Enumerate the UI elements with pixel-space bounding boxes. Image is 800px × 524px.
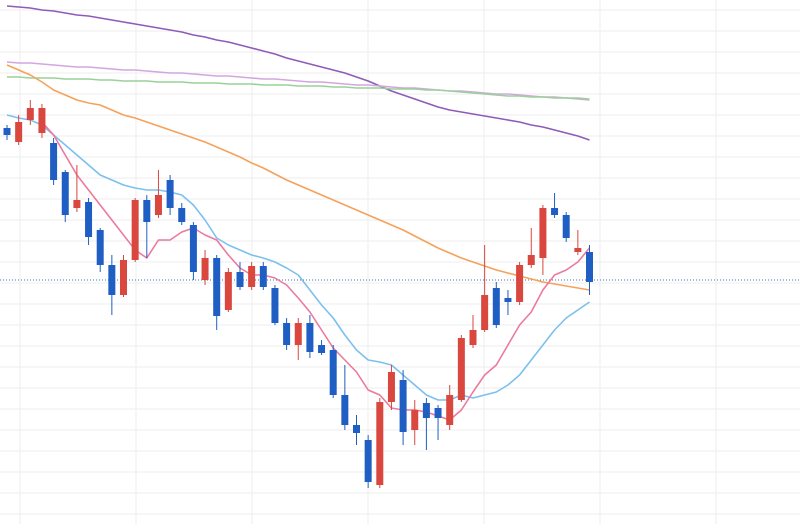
- candle-body: [562, 215, 570, 238]
- line-series: [6, 61, 590, 101]
- line-series: [6, 114, 590, 401]
- candle-body: [422, 403, 430, 418]
- candle-body: [457, 338, 465, 400]
- candle-body: [271, 288, 279, 323]
- candle-body: [120, 260, 127, 295]
- candle-body: [469, 330, 477, 345]
- candle-body: [481, 295, 489, 330]
- candle-body: [50, 143, 58, 180]
- candle-body: [399, 380, 407, 432]
- candle-body: [3, 128, 11, 135]
- candle-body: [586, 252, 593, 282]
- candle-body: [224, 272, 232, 310]
- candle-body: [551, 208, 559, 215]
- candle-body: [411, 410, 419, 430]
- candle-body: [539, 208, 547, 258]
- candle-body: [248, 266, 256, 287]
- candle-body: [294, 323, 302, 345]
- candle-body: [26, 108, 34, 120]
- candle-body: [446, 395, 454, 425]
- candle-body: [283, 323, 291, 345]
- candle-body: [504, 298, 512, 302]
- candle-body: [143, 200, 151, 222]
- candle-body: [353, 425, 360, 433]
- candle-body: [61, 172, 69, 215]
- candle-body: [108, 265, 116, 295]
- candle-body: [15, 122, 23, 142]
- candle-body: [516, 265, 524, 302]
- candle-body: [236, 272, 244, 287]
- line-series: [7, 76, 590, 100]
- candle-body: [213, 258, 221, 316]
- candle-body: [527, 255, 535, 265]
- candle-body: [85, 202, 93, 237]
- candle-body: [166, 180, 174, 208]
- candle-body: [364, 440, 372, 482]
- candle-body: [318, 345, 326, 353]
- candle-body: [259, 266, 267, 287]
- candle-body: [492, 288, 500, 325]
- candle-body: [574, 248, 582, 252]
- candle-body: [73, 200, 81, 208]
- candle-body: [329, 350, 337, 395]
- candle-body: [201, 258, 209, 280]
- candle-body: [178, 208, 186, 222]
- candle-body: [38, 108, 46, 133]
- line-series: [6, 5, 590, 141]
- candle-body: [341, 395, 349, 425]
- line-series: [6, 64, 590, 291]
- candle-body: [154, 195, 162, 215]
- candle-body: [131, 200, 139, 260]
- candle-body: [376, 402, 384, 485]
- candle-body: [434, 408, 442, 418]
- candle-body: [306, 323, 314, 352]
- candle-body: [189, 225, 197, 272]
- candle-body: [387, 372, 395, 402]
- candle-body: [96, 230, 104, 265]
